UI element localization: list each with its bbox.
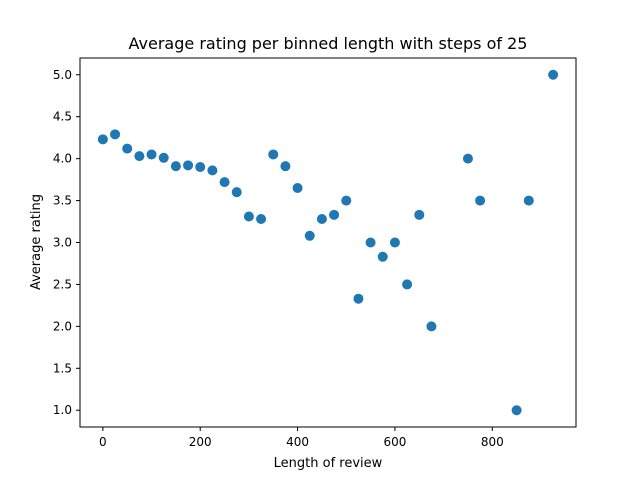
data-point	[170, 161, 181, 172]
data-point	[462, 153, 473, 164]
data-point	[134, 151, 145, 162]
data-point	[414, 209, 425, 220]
data-point	[292, 182, 303, 193]
y-axis: 1.0 1.5 2.0 2.5 3.0 3.5 4.0 4.5 5.0	[53, 68, 80, 417]
x-axis-label: Length of review	[274, 456, 383, 471]
chart-title: Average rating per binned length with st…	[129, 34, 528, 53]
y-tick-label: 2.5	[53, 277, 72, 291]
y-tick-label: 1.0	[53, 403, 72, 417]
data-point	[219, 177, 230, 188]
data-point	[268, 149, 279, 160]
data-point	[389, 237, 400, 248]
data-point	[402, 279, 413, 290]
x-tick-label: 600	[383, 435, 406, 449]
data-point	[195, 162, 206, 173]
data-point	[243, 211, 254, 222]
x-tick-label: 400	[286, 435, 309, 449]
data-point	[341, 195, 352, 206]
data-point	[256, 214, 267, 225]
data-points	[97, 69, 559, 416]
x-axis: 0 200 400 600 800	[99, 427, 504, 449]
x-tick-label: 0	[99, 435, 107, 449]
y-tick-label: 3.5	[53, 194, 72, 208]
data-point	[377, 251, 388, 262]
data-point	[183, 160, 194, 171]
y-tick-label: 5.0	[53, 68, 72, 82]
data-point	[110, 129, 121, 140]
y-axis-label: Average rating	[29, 194, 44, 290]
data-point	[97, 134, 108, 145]
data-point	[231, 187, 242, 198]
data-point	[365, 237, 376, 248]
y-tick-label: 2.0	[53, 319, 72, 333]
data-point	[122, 143, 133, 154]
data-point	[304, 230, 315, 241]
y-tick-label: 1.5	[53, 361, 72, 375]
y-tick-label: 4.5	[53, 110, 72, 124]
y-tick-label: 4.0	[53, 152, 72, 166]
x-tick-label: 800	[481, 435, 504, 449]
data-point	[353, 293, 364, 304]
x-tick-label: 200	[189, 435, 212, 449]
data-point	[329, 209, 340, 220]
data-point	[511, 405, 522, 416]
data-point	[158, 152, 169, 163]
data-point	[475, 195, 486, 206]
data-point	[426, 321, 437, 332]
data-point	[280, 161, 291, 172]
data-point	[316, 214, 327, 225]
data-point	[548, 69, 559, 80]
data-point	[207, 165, 218, 176]
data-point	[146, 149, 157, 160]
data-point	[523, 195, 534, 206]
y-tick-label: 3.0	[53, 236, 72, 250]
